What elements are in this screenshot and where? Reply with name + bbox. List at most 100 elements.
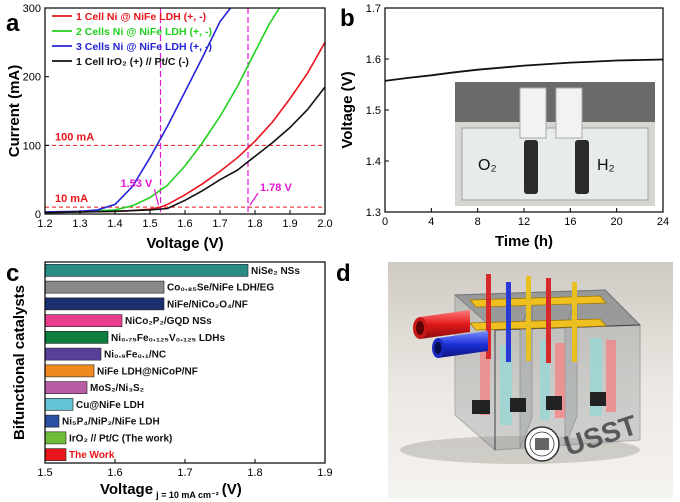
series-line-2 (44, 7, 281, 214)
series-line-1 (384, 58, 664, 82)
annotation-arrow (249, 192, 259, 206)
university-seal (524, 426, 560, 462)
bar (44, 448, 67, 461)
x-tick-label: 1.3 (72, 218, 87, 230)
x-axis-title-unit: (V) (222, 481, 242, 498)
x-tick-label: 0 (382, 216, 388, 228)
bar-label: NiFe/NiCo₂O₄/NF (167, 299, 248, 310)
electrode-cyan (500, 345, 512, 425)
x-tick-label: 1.2 (37, 218, 52, 230)
photo-label-h2: H₂ (597, 157, 615, 174)
x-tick-label: 1.8 (247, 218, 262, 230)
x-axis-title: Voltage (V) (146, 235, 223, 252)
bar (44, 297, 165, 311)
bar-label: IrO₂ // Pt/C (The work) (69, 433, 172, 444)
legend-label: 2 Cells Ni @ NiFe LDH (+, -) (76, 26, 212, 38)
holder-left (519, 87, 547, 139)
bar (44, 347, 102, 361)
x-tick-label: 20 (611, 216, 623, 228)
chart-a: 100 mA 10 mA 1.53 V 1.78 V 1.2 1.3 1.4 1.5 1.6 1.… (6, 3, 333, 252)
annotation-label: 1.53 V (121, 178, 153, 190)
bar-label: MoS₂/Ni₃S₂ (90, 383, 144, 394)
oxygen-tube (413, 310, 470, 339)
electrolyzer-illustration: USST (388, 262, 673, 498)
bar (44, 381, 88, 394)
reference-line-label: 10 mA (55, 193, 88, 205)
x-axis-title-subscript: j = 10 mA cm⁻² (155, 490, 219, 500)
annotation-arrow (153, 188, 160, 206)
y-axis-title: Current (mA) (6, 65, 23, 158)
bar (44, 414, 60, 428)
panel-letter-d: d (336, 260, 351, 287)
panel-letter-a: a (6, 10, 20, 37)
beaker (461, 127, 649, 201)
x-tick-label: 1.9 (282, 218, 297, 230)
bar (44, 314, 123, 327)
x-axis-title-main: Voltage (100, 481, 153, 498)
x-tick-label: 1.5 (37, 467, 52, 479)
y-tick-label: 1.6 (366, 54, 381, 66)
chart-b: O₂ H₂ 0 4 8 12 16 20 24 1.3 1.4 1.5 1.6 1.7 Time (h) Vo… (339, 3, 669, 250)
x-tick-label: 1.7 (177, 467, 192, 479)
x-tick-label: 1.8 (247, 467, 262, 479)
x-tick-label: 2.0 (317, 218, 332, 230)
bar-label: NiSe₂ NSs (251, 266, 300, 277)
photo-label-o2: O₂ (478, 157, 497, 174)
bar-label: Ni₀.₉Fe₀.₁/NC (104, 350, 166, 361)
electrode-anode (524, 140, 538, 194)
bar (44, 364, 95, 378)
bar-label: NiFe LDH@NiCoP/NF (97, 366, 198, 377)
x-tick-label: 12 (518, 216, 530, 228)
series-line-4 (44, 86, 326, 214)
holder-right (555, 87, 583, 139)
x-tick-label: 4 (428, 216, 434, 228)
x-tick-label: 1.5 (142, 218, 157, 230)
bar-label: NiCo₂P₂/GQD NSs (125, 316, 212, 327)
x-tick-label: 1.7 (212, 218, 227, 230)
y-tick-label: 200 (23, 72, 41, 84)
x-tick-label: 1.6 (177, 218, 192, 230)
y-tick-label: 1.5 (366, 105, 381, 117)
legend-label: 3 Cells Ni @ NiFe LDH (+, -) (76, 41, 212, 53)
x-tick-label: 16 (564, 216, 576, 228)
x-tick-label: 1.4 (107, 218, 122, 230)
x-tick-label: 1.6 (107, 467, 122, 479)
x-axis-title: Voltage j = 10 mA cm⁻² (V) (100, 481, 242, 500)
panel-letter-c: c (6, 260, 19, 287)
y-axis-title: Bifunctional catalysts (11, 285, 28, 440)
x-tick-label: 24 (657, 216, 669, 228)
bar (44, 398, 74, 411)
legend-label: 1 Cell IrO₂ (+) // Pt/C (-) (76, 56, 189, 68)
electrode-cathode (575, 140, 589, 194)
bar (44, 331, 109, 344)
bar (44, 431, 67, 445)
chart-c: NiSe₂ NSs Co₀.₈₅Se/NiFe LDH/EG NiFe/NiCo₂O… (11, 261, 333, 500)
y-tick-label: 1.7 (366, 3, 381, 15)
y-axis-title: Voltage (V) (339, 71, 356, 148)
bar-label: The Work (69, 450, 115, 461)
bar-label: Ni₀.₇₅Fe₀.₁₂₅V₀.₁₂₅ LDHs (111, 333, 225, 344)
bar-label: Cu@NiFe LDH (76, 400, 144, 411)
panel-letter-b: b (340, 5, 355, 32)
y-tick-label: 1.3 (366, 207, 381, 219)
y-tick-label: 0 (35, 209, 41, 221)
y-tick-label: 1.4 (366, 156, 381, 168)
x-tick-label: 8 (475, 216, 481, 228)
reference-line-label: 100 mA (55, 131, 94, 143)
hydrogen-tube (432, 331, 488, 358)
y-tick-label: 300 (23, 3, 41, 15)
bar-label: Co₀.₈₅Se/NiFe LDH/EG (167, 283, 274, 294)
x-tick-label: 1.9 (317, 467, 332, 479)
series-line-3 (44, 7, 232, 213)
legend-label: 1 Cell Ni @ NiFe LDH (+, -) (76, 11, 206, 23)
bar (44, 264, 249, 277)
bar (44, 280, 165, 294)
bar-label: Ni₅P₄/NiP₂/NiFe LDH (62, 417, 160, 428)
inset-photo: O₂ H₂ (455, 82, 655, 206)
annotation-label: 1.78 V (260, 182, 292, 194)
y-tick-label: 100 (23, 140, 41, 152)
x-axis-title: Time (h) (495, 233, 553, 250)
photo-top-dark (455, 82, 655, 122)
electrode-red (480, 345, 490, 415)
